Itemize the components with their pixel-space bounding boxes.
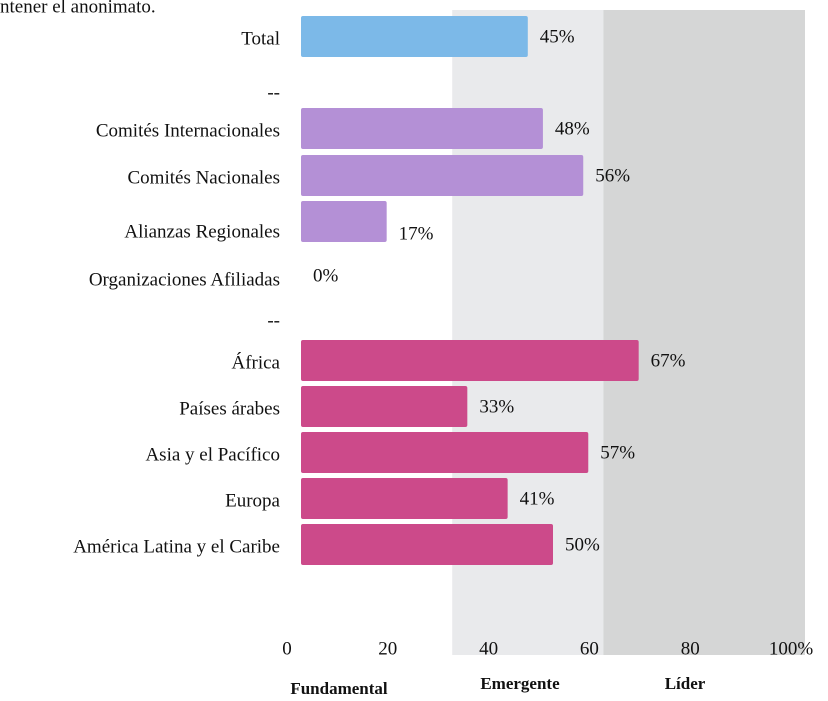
bar xyxy=(301,155,584,196)
value-label: 48% xyxy=(555,118,590,139)
value-label: 41% xyxy=(520,488,555,509)
x-tick-label: 60 xyxy=(580,638,599,659)
note: ntener el anonimato. xyxy=(0,0,156,17)
category-label: Organizaciones Afiliadas xyxy=(89,269,280,290)
bar xyxy=(301,201,387,242)
zone-label: Emergente xyxy=(480,674,560,693)
bar xyxy=(301,432,589,473)
value-label: 33% xyxy=(479,396,514,417)
x-tick-label: 0 xyxy=(282,638,292,659)
category-label: Asia y el Pacífico xyxy=(145,444,280,465)
bar xyxy=(301,386,468,427)
x-tick-label: 100% xyxy=(769,638,814,659)
x-tick-label: 20 xyxy=(378,638,397,659)
bar xyxy=(301,16,528,57)
category-label: -- xyxy=(267,82,280,103)
bar xyxy=(301,340,639,381)
value-label: 57% xyxy=(600,442,635,463)
category-label: Países árabes xyxy=(179,398,280,419)
value-label: 0% xyxy=(313,265,339,286)
bar xyxy=(301,524,553,565)
category-label: África xyxy=(231,351,280,373)
value-label: 17% xyxy=(399,223,434,244)
zone-label: Líder xyxy=(665,674,706,693)
value-label: 50% xyxy=(565,534,600,555)
bar xyxy=(301,478,508,519)
zone-label: Fundamental xyxy=(290,679,388,698)
category-label: Europa xyxy=(225,490,280,511)
value-label: 45% xyxy=(540,26,575,47)
value-label: 56% xyxy=(595,165,630,186)
category-label: Comités Internacionales xyxy=(96,120,280,141)
category-label: -- xyxy=(267,310,280,331)
x-tick-label: 80 xyxy=(681,638,700,659)
zone-band xyxy=(603,10,805,655)
category-label: Total xyxy=(241,28,280,49)
bar xyxy=(301,108,543,149)
x-tick-label: 40 xyxy=(479,638,498,659)
value-label: 67% xyxy=(651,350,686,371)
category-label: Alianzas Regionales xyxy=(124,221,280,242)
category-label: América Latina y el Caribe xyxy=(73,536,280,557)
category-label: Comités Nacionales xyxy=(128,167,281,188)
